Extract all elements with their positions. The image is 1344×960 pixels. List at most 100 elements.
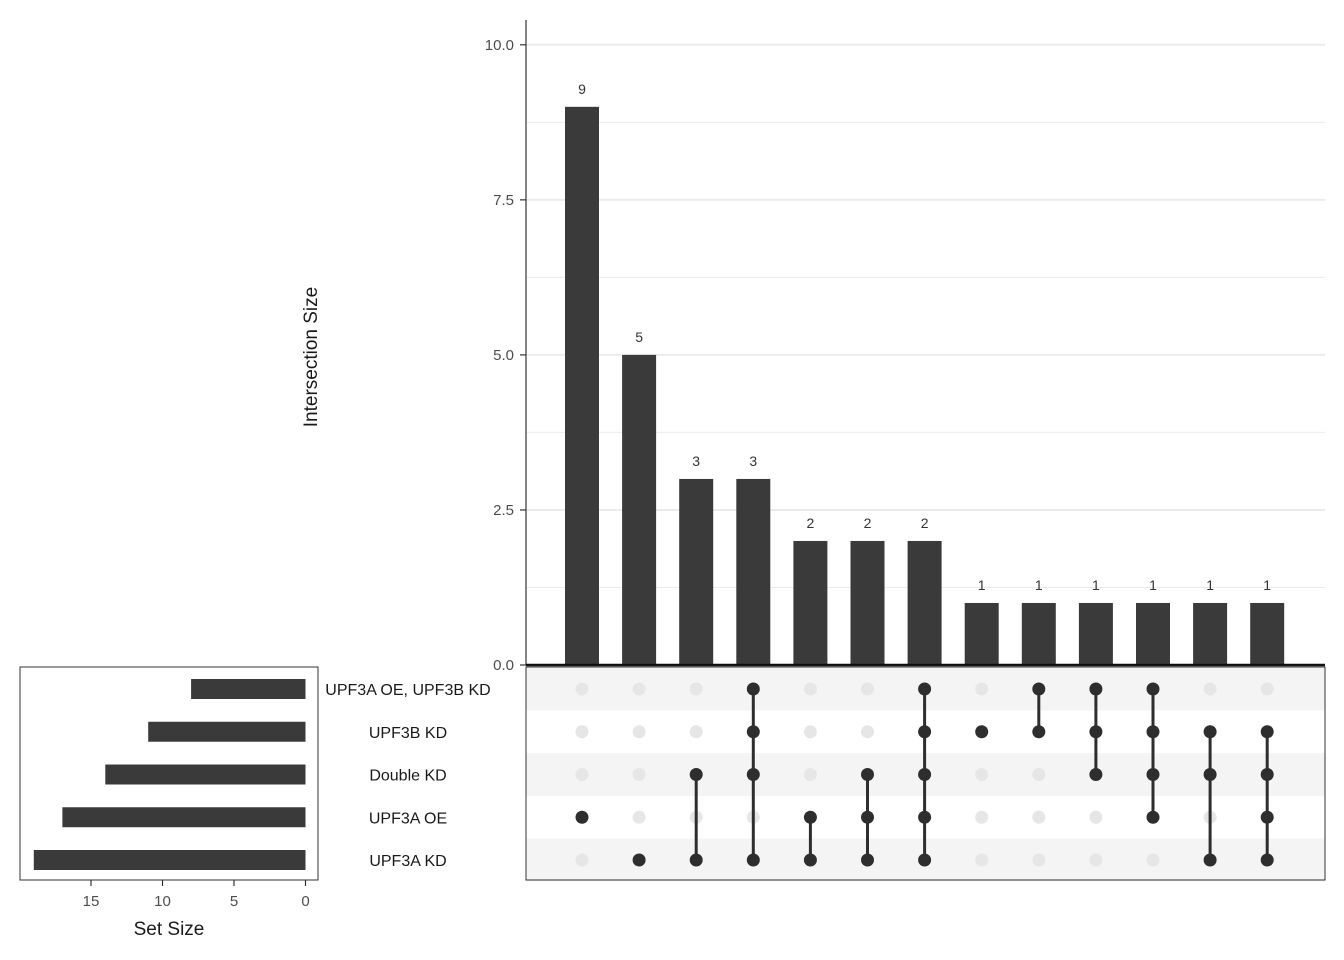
intersection-bar [1021, 602, 1056, 665]
matrix-dot-inactive [632, 810, 646, 824]
matrix-dot-active [1203, 853, 1217, 867]
intersection-bar-label: 5 [635, 329, 643, 345]
intersection-bar [736, 478, 771, 665]
intersection-bar-label: 1 [1206, 577, 1214, 593]
matrix-dot-active [1089, 768, 1103, 781]
matrix-dot-active [918, 768, 932, 781]
matrix-dot-active [918, 853, 932, 867]
matrix-dot-inactive [803, 725, 817, 739]
intersection-bar-label: 3 [749, 453, 757, 469]
matrix-dot-active [803, 853, 817, 867]
set-size-tick-label: 15 [83, 893, 100, 910]
matrix-dot-active [861, 768, 874, 781]
matrix-dot-inactive [975, 853, 989, 867]
matrix-dot-active [746, 682, 760, 696]
intersection-bar [1136, 602, 1170, 665]
set-size-axis: 15 10 5 0 [83, 880, 310, 910]
intersection-bar-label: 1 [1263, 577, 1271, 593]
matrix-dot-inactive [1146, 853, 1160, 867]
matrix-dot-active [632, 853, 646, 867]
matrix-dot-inactive [575, 853, 589, 867]
intersection-bar [1193, 602, 1228, 665]
set-size-bar [62, 807, 306, 828]
intersection-bar-label: 2 [864, 515, 872, 531]
intersection-bar-labels: 9 5 3 3 2 2 2 1 1 1 1 1 1 [578, 81, 1271, 593]
matrix-dot-active [1032, 682, 1046, 696]
set-size-frame [19, 666, 319, 881]
matrix-dot-inactive [1089, 853, 1103, 867]
set-size-bar [33, 850, 306, 870]
set-size-bars [33, 679, 306, 870]
set-label: UPF3A KD [369, 853, 446, 870]
matrix-dot-inactive [632, 682, 646, 696]
matrix-dot-active [746, 768, 760, 781]
matrix-dot-inactive [1203, 682, 1217, 696]
matrix-dot-active [1146, 768, 1160, 781]
matrix-dot-inactive [861, 725, 874, 739]
matrix-dot-inactive [1032, 810, 1046, 824]
matrix-dot-inactive [1032, 768, 1046, 781]
set-label: UPF3A OE [369, 810, 447, 827]
intersection-bars [565, 106, 1285, 666]
matrix-dot-active [689, 853, 703, 867]
matrix-dot-active [1260, 810, 1274, 824]
set-size-tick-label: 10 [154, 893, 171, 910]
matrix-dot-inactive [689, 682, 703, 696]
y-tick-label: 2.5 [493, 502, 514, 519]
intersection-bar-label: 1 [1149, 577, 1157, 593]
matrix-dot-active [918, 682, 932, 696]
matrix-dot-inactive [803, 682, 817, 696]
matrix-dot-inactive [1260, 682, 1274, 696]
intersection-bar-label: 1 [1035, 577, 1043, 593]
intersection-bar [793, 540, 828, 665]
matrix-dot-inactive [632, 768, 646, 781]
matrix-dot-inactive [1032, 853, 1046, 867]
set-size-axis-title: Set Size [134, 919, 205, 940]
grid-lines [526, 43, 1325, 588]
matrix-dot-active [861, 810, 874, 824]
intersection-matrix [575, 682, 1274, 867]
matrix-dot-active [689, 768, 703, 781]
intersection-bar-label: 1 [978, 577, 986, 593]
y-axis-title: Intersection Size [301, 287, 322, 427]
matrix-dot-active [918, 810, 932, 824]
matrix-dot-active [1146, 682, 1160, 696]
set-size-tick-label: 5 [230, 893, 238, 910]
y-tick-label: 0.0 [493, 657, 514, 674]
matrix-dot-inactive [575, 768, 589, 781]
matrix-dot-active [1203, 725, 1217, 739]
intersection-bar [565, 106, 599, 666]
intersection-bar [1078, 602, 1113, 665]
matrix-dot-active [1260, 768, 1274, 781]
matrix-frame [525, 666, 1326, 881]
intersection-bar [850, 540, 885, 665]
matrix-dot-active [1146, 725, 1160, 739]
intersection-bar-label: 3 [692, 453, 700, 469]
matrix-dot-inactive [975, 768, 989, 781]
matrix-dot-inactive [632, 725, 646, 739]
matrix-dot-inactive [861, 682, 874, 696]
matrix-dot-active [918, 725, 932, 739]
matrix-dot-inactive [575, 682, 589, 696]
set-size-bar [191, 679, 306, 699]
matrix-dot-inactive [1089, 810, 1103, 824]
matrix-dot-active [746, 725, 760, 739]
matrix-dot-active [1089, 682, 1103, 696]
set-label: Double KD [369, 768, 446, 785]
set-labels: UPF3A OE, UPF3B KD UPF3B KD Double KD UPF3A… [325, 682, 490, 870]
y-tick-label: 7.5 [493, 192, 514, 209]
y-axis: 0.0 2.5 5.0 7.5 10.0 [485, 20, 527, 674]
matrix-dot-active [1260, 725, 1274, 739]
matrix-dot-active [1032, 725, 1046, 739]
intersection-bar-label: 2 [807, 515, 815, 531]
intersection-bar-label: 2 [921, 515, 929, 531]
intersection-bar [964, 602, 999, 665]
set-size-bar [148, 721, 306, 742]
intersection-bar [622, 354, 657, 665]
matrix-dot-active [861, 853, 874, 867]
set-size-bar [105, 764, 306, 785]
matrix-dot-active [575, 810, 589, 824]
intersection-bar-label: 1 [1092, 577, 1100, 593]
matrix-dot-active [1089, 725, 1103, 739]
